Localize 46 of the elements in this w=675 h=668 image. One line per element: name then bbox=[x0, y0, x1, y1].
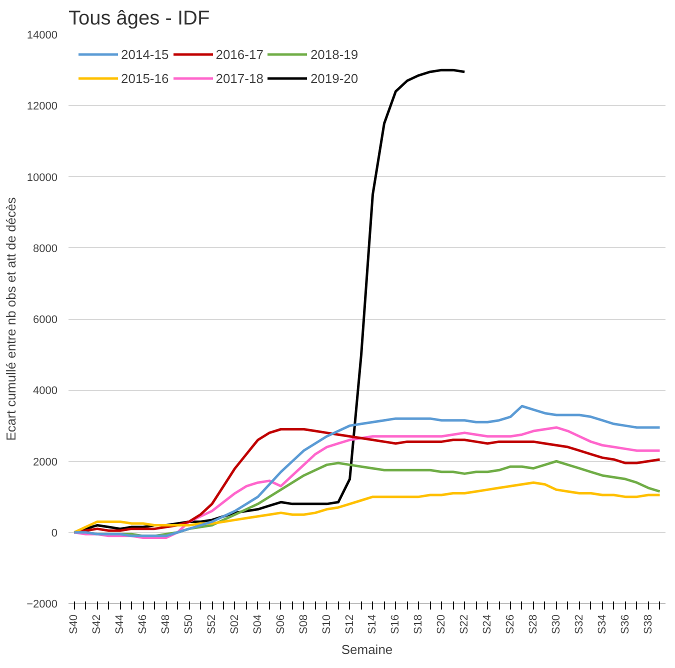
x-tick-label: S34 bbox=[596, 614, 608, 634]
y-tick-label: 14000 bbox=[26, 30, 58, 42]
x-tick-label: S06 bbox=[274, 614, 287, 634]
x-tick-label: S52 bbox=[206, 614, 218, 634]
x-tick-label: S32 bbox=[573, 614, 586, 634]
x-axis-title: Semaine bbox=[341, 642, 393, 658]
y-tick-label: −2000 bbox=[26, 598, 58, 610]
x-tick-label: S40 bbox=[68, 614, 80, 634]
legend-label: 2015-16 bbox=[121, 70, 169, 86]
x-tick-label: S26 bbox=[504, 614, 517, 634]
line-series bbox=[72, 404, 662, 538]
legend-label: 2018-19 bbox=[310, 46, 358, 62]
legend-label: 2016-17 bbox=[216, 46, 264, 62]
y-tick-label: 10000 bbox=[26, 172, 58, 184]
y-tick-label: 6000 bbox=[33, 314, 58, 326]
legend-label: 2014-15 bbox=[121, 46, 169, 62]
x-tick-label: S50 bbox=[183, 614, 196, 634]
x-tick-label: S48 bbox=[160, 614, 172, 634]
legend-label: 2017-18 bbox=[216, 70, 264, 86]
y-tick-label: 12000 bbox=[26, 100, 58, 113]
x-tick-label: S46 bbox=[137, 614, 150, 634]
x-tick-label: S24 bbox=[482, 614, 494, 634]
x-tick-label: S30 bbox=[550, 614, 562, 634]
x-tick-label: S14 bbox=[366, 614, 379, 634]
x-tick-label: S36 bbox=[619, 614, 632, 634]
chart-title: Tous âges - IDF bbox=[68, 8, 210, 30]
y-tick-label: 2000 bbox=[33, 456, 58, 468]
y-axis-title: Ecart cumullé entre nb obs et att de décès bbox=[4, 196, 19, 441]
x-tick-label: S12 bbox=[344, 614, 356, 634]
x-tick-label: S22 bbox=[458, 614, 471, 634]
x-tick-label: S02 bbox=[228, 614, 241, 634]
x-tick-label: S04 bbox=[252, 614, 264, 634]
x-tick-label: S18 bbox=[412, 614, 425, 634]
x-tick-label: S20 bbox=[436, 614, 448, 634]
x-tick-label: S28 bbox=[527, 614, 540, 634]
x-tick-label: S44 bbox=[114, 614, 126, 634]
y-tick-label: 0 bbox=[51, 527, 58, 540]
y-tick-label: 4000 bbox=[33, 385, 58, 398]
legend-label: 2019-20 bbox=[310, 70, 358, 86]
x-tick-label: S10 bbox=[320, 614, 333, 634]
y-tick-label: 8000 bbox=[33, 242, 58, 255]
x-tick-label: S38 bbox=[642, 614, 654, 634]
line-series bbox=[72, 481, 662, 534]
x-tick-label: S08 bbox=[298, 614, 310, 634]
x-tick-label: S16 bbox=[390, 614, 402, 634]
x-tick-label: S42 bbox=[91, 614, 104, 634]
